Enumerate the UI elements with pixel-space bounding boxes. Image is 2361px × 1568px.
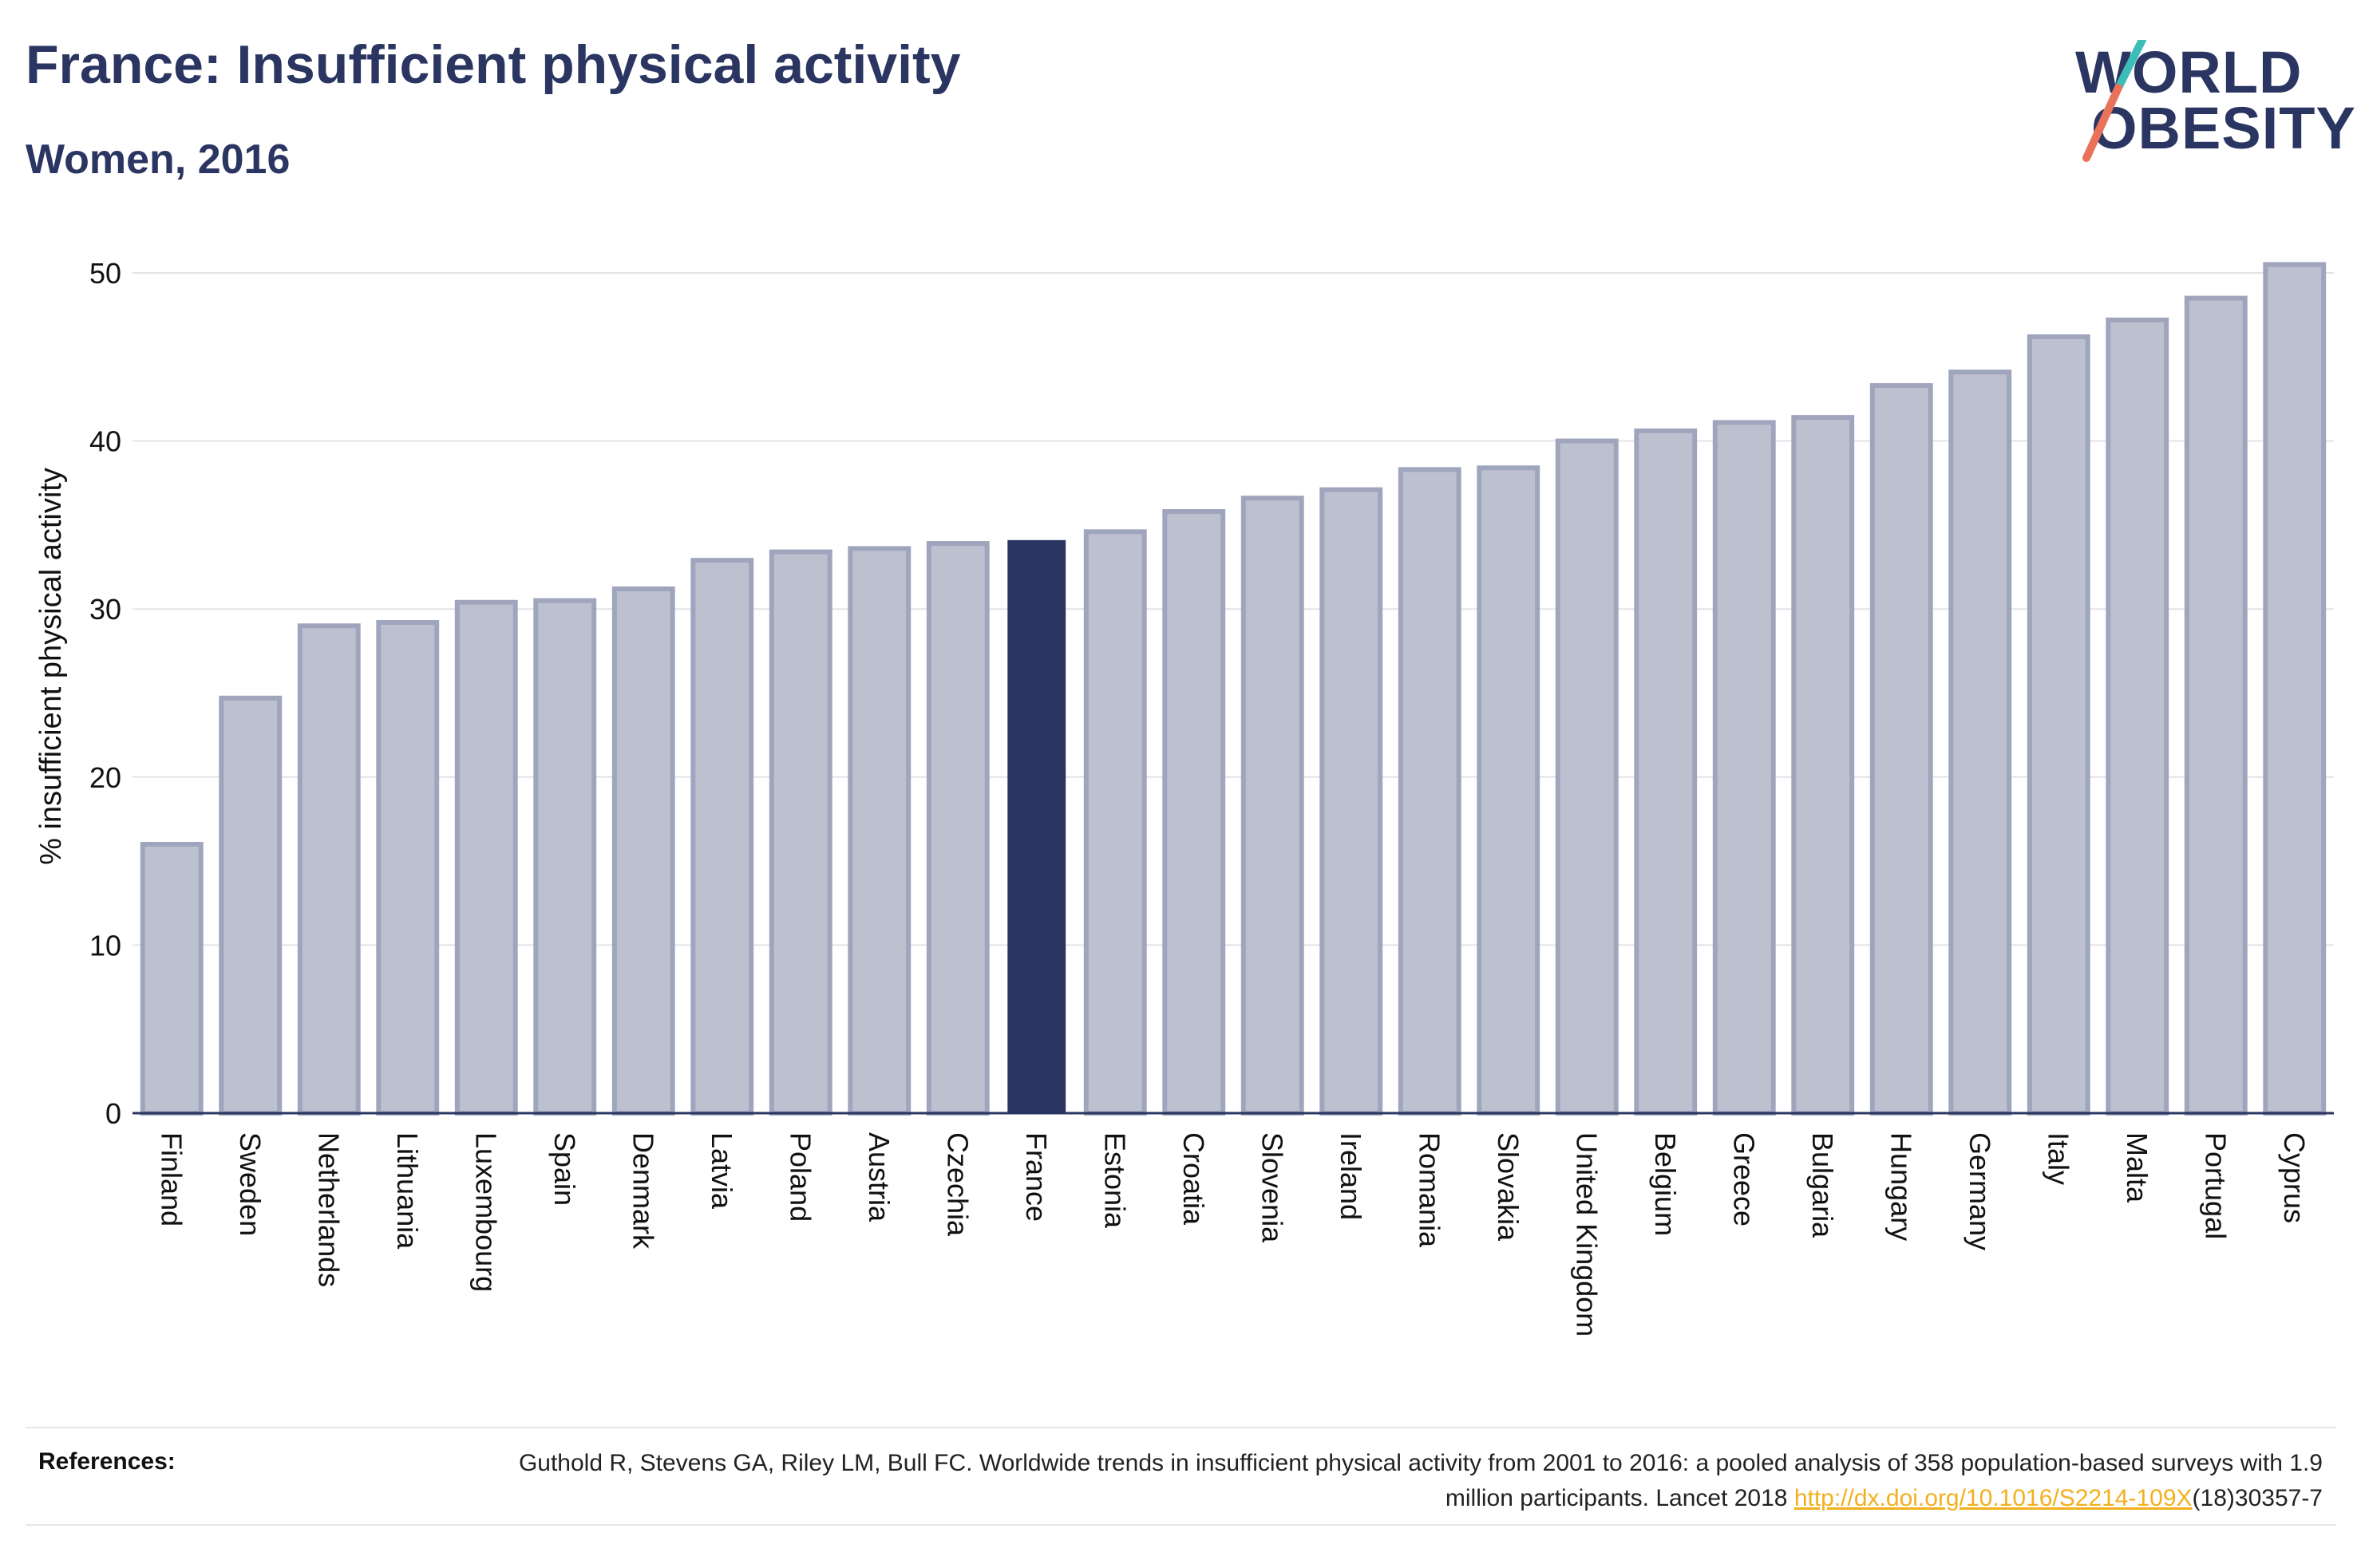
bar-portugal: [2184, 295, 2248, 1116]
world-obesity-logo: WORLD OBESITY: [2069, 40, 2355, 168]
bar-united-kingdom: [1555, 438, 1619, 1116]
x-tick-label: Estonia: [1098, 1132, 1131, 1229]
bar-finland: [140, 842, 204, 1116]
y-tick-label: 30: [89, 593, 121, 626]
logo-slash-icon: [2082, 40, 2146, 162]
bar-cyprus: [2263, 262, 2327, 1116]
bar-romania: [1398, 467, 1461, 1116]
x-tick-label: Denmark: [627, 1132, 659, 1250]
bar-latvia: [690, 558, 754, 1116]
x-tick-label: Bulgaria: [1806, 1132, 1839, 1238]
bar-slovenia: [1240, 496, 1304, 1116]
x-tick-label: Belgium: [1649, 1132, 1682, 1236]
bar-spain: [533, 598, 597, 1116]
x-tick-label: Hungary: [1884, 1132, 1917, 1241]
x-tick-label: Croatia: [1177, 1132, 1210, 1226]
axes: 0 10 20 30 40 50 Finland Sweden Netherlands Lithu…: [89, 257, 2334, 1337]
x-tick-label: Malta: [2121, 1132, 2153, 1203]
chart-title: France: Insufficient physical activity: [26, 34, 961, 95]
references-citation: Guthold R, Stevens GA, Riley LM, Bull FC…: [518, 1450, 2323, 1511]
x-tick-label: Austria: [863, 1132, 896, 1222]
bar-czechia: [926, 541, 990, 1116]
x-tick-label: Poland: [784, 1132, 817, 1222]
x-tick-label: Finland: [155, 1132, 188, 1226]
bar-greece: [1712, 420, 1776, 1116]
bar-italy: [2027, 334, 2090, 1116]
x-tick-label: Netherlands: [312, 1132, 345, 1287]
x-tick-label: Greece: [1727, 1132, 1760, 1226]
references-label: References:: [38, 1448, 176, 1475]
references-suffix: (18)30357-7: [2192, 1485, 2323, 1511]
y-tick-label: 10: [89, 929, 121, 962]
bar-hungary: [1869, 383, 1933, 1116]
bars: [140, 262, 2327, 1116]
x-tick-label: Sweden: [234, 1132, 267, 1236]
bar-france: [1007, 539, 1066, 1113]
y-tick-label: 20: [89, 761, 121, 794]
references-top-divider: [26, 1427, 2335, 1428]
logo-line-2: OBESITY: [2091, 95, 2356, 161]
bar-germany: [1948, 369, 2012, 1116]
x-tick-label: Romania: [1413, 1132, 1445, 1248]
chart-subtitle: Women, 2016: [26, 136, 291, 183]
x-tick-label: Slovakia: [1492, 1132, 1525, 1242]
references-bottom-divider: [26, 1524, 2335, 1526]
bar-lithuania: [376, 620, 440, 1116]
x-tick-label: Slovenia: [1256, 1132, 1288, 1243]
x-tick-label: Cyprus: [2278, 1132, 2311, 1223]
y-tick-label: 50: [89, 257, 121, 290]
y-axis-label: % insufficient physical activity: [34, 468, 68, 865]
references-doi-link[interactable]: http://dx.doi.org/10.1016/S2214-109X: [1793, 1485, 2193, 1511]
bar-estonia: [1083, 529, 1147, 1116]
bar-malta: [2106, 317, 2169, 1116]
bar-ireland: [1319, 487, 1383, 1116]
bar-luxembourg: [454, 599, 518, 1116]
bar-croatia: [1162, 509, 1226, 1116]
x-tick-label: United Kingdom: [1570, 1132, 1603, 1337]
x-tick-label: Ireland: [1335, 1132, 1367, 1220]
bar-sweden: [219, 695, 283, 1116]
x-tick-label: Portugal: [2199, 1132, 2232, 1239]
bar-netherlands: [297, 623, 361, 1116]
x-tick-label: Latvia: [706, 1132, 738, 1210]
y-tick-label: 40: [89, 425, 121, 458]
bar-austria: [848, 546, 912, 1116]
bar-bulgaria: [1791, 415, 1855, 1116]
x-tick-label: Lithuania: [391, 1132, 424, 1250]
bar-belgium: [1634, 428, 1698, 1116]
bar-denmark: [611, 586, 675, 1116]
x-tick-label: Italy: [2042, 1132, 2074, 1185]
x-tick-label: Germany: [1964, 1132, 1996, 1250]
y-tick-label: 0: [105, 1097, 121, 1130]
x-tick-label: Luxembourg: [469, 1132, 502, 1292]
x-tick-label: Spain: [548, 1132, 581, 1206]
x-tick-label: France: [1020, 1132, 1053, 1222]
bar-slovakia: [1477, 465, 1540, 1116]
bar-poland: [769, 549, 832, 1116]
references-text: Guthold R, Stevens GA, Riley LM, Bull FC…: [487, 1446, 2323, 1516]
x-tick-label: Czechia: [941, 1132, 974, 1237]
